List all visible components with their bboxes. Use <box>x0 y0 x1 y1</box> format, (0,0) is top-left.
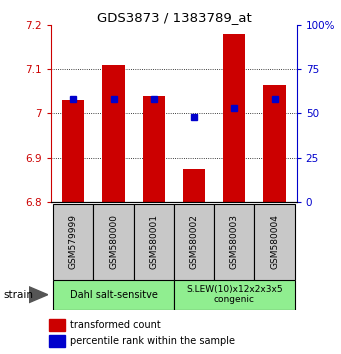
Bar <box>183 169 205 202</box>
Bar <box>62 100 84 202</box>
Text: transformed count: transformed count <box>70 320 160 330</box>
Bar <box>49 335 64 347</box>
Polygon shape <box>29 287 48 303</box>
Bar <box>53 280 174 310</box>
Text: GSM580003: GSM580003 <box>230 214 239 269</box>
Title: GDS3873 / 1383789_at: GDS3873 / 1383789_at <box>97 11 251 24</box>
Bar <box>49 319 64 331</box>
Bar <box>134 204 174 280</box>
Text: GSM580001: GSM580001 <box>149 214 158 269</box>
Text: S.LEW(10)x12x2x3x5
congenic: S.LEW(10)x12x2x3x5 congenic <box>186 285 283 304</box>
Bar <box>254 204 295 280</box>
Bar <box>223 34 246 202</box>
Text: GSM580000: GSM580000 <box>109 214 118 269</box>
Bar <box>174 280 295 310</box>
Bar <box>93 204 134 280</box>
Text: GSM580002: GSM580002 <box>190 214 198 269</box>
Bar <box>174 204 214 280</box>
Text: percentile rank within the sample: percentile rank within the sample <box>70 336 235 346</box>
Bar <box>264 85 286 202</box>
Text: GSM580004: GSM580004 <box>270 214 279 269</box>
Bar <box>214 204 254 280</box>
Text: Dahl salt-sensitve: Dahl salt-sensitve <box>70 290 158 300</box>
Text: strain: strain <box>3 290 33 300</box>
Bar <box>102 65 124 202</box>
Bar <box>143 96 165 202</box>
Bar <box>53 204 93 280</box>
Text: GSM579999: GSM579999 <box>69 214 78 269</box>
